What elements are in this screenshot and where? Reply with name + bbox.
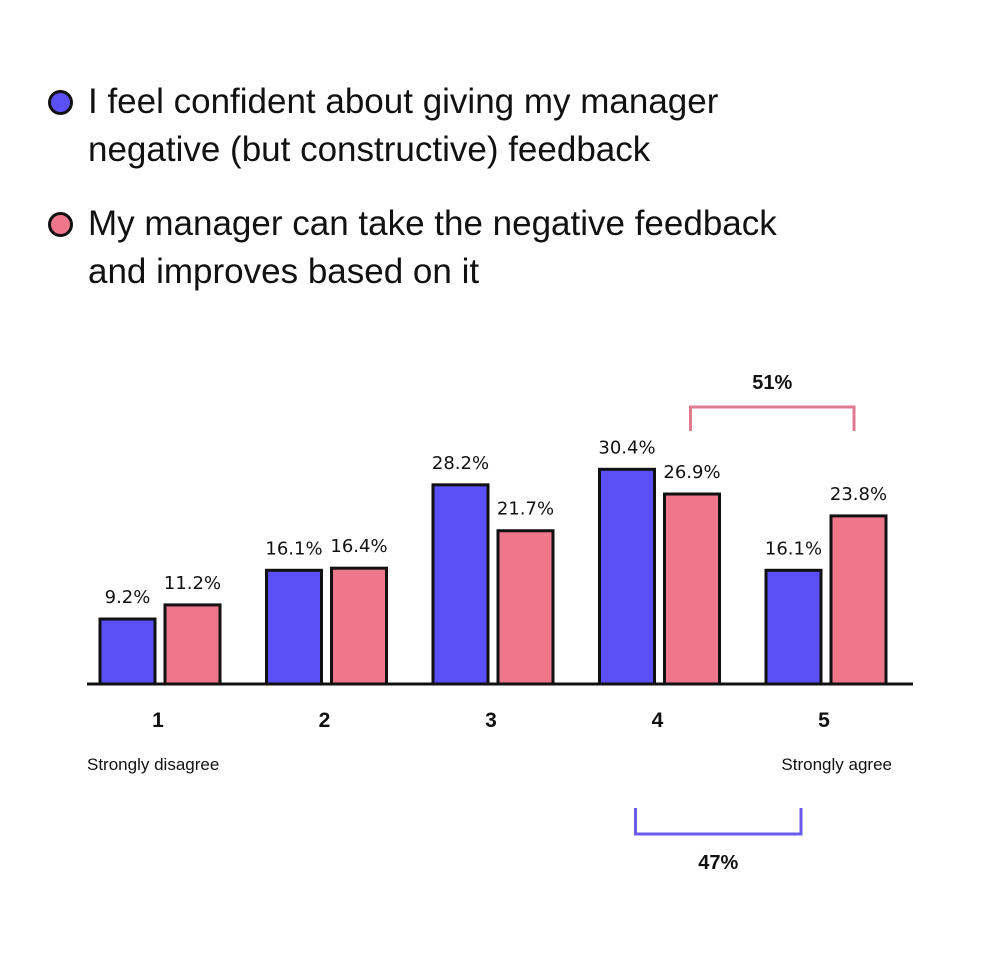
bar-s1-c3 — [431, 483, 490, 686]
bar-s1-c1 — [98, 617, 157, 686]
value-label: 9.2% — [105, 587, 151, 608]
bracket-bottom — [634, 808, 803, 836]
legend: I feel confident about giving my manager… — [48, 78, 948, 322]
value-label: 16.1% — [265, 538, 322, 559]
bar-s1-c4 — [598, 467, 656, 686]
bar-s2-c3 — [496, 529, 555, 686]
x-tick-label: 1 — [152, 709, 164, 732]
value-label: 30.4% — [598, 437, 655, 458]
bar-s2-c5 — [829, 514, 888, 686]
legend-dot-icon — [48, 90, 73, 115]
value-label: 23.8% — [830, 484, 887, 505]
bar-s2-c4 — [663, 492, 721, 686]
legend-label-confident: I feel confident about giving my manager… — [88, 82, 719, 169]
bar-s2-c2 — [330, 566, 388, 686]
bar-s2-c1 — [163, 603, 222, 686]
bar-s1-c2 — [265, 568, 323, 686]
legend-dot-icon — [48, 212, 73, 237]
value-label: 28.2% — [432, 453, 489, 474]
value-label: 16.1% — [765, 538, 822, 559]
x-tick-label: 3 — [485, 709, 497, 732]
value-label: 16.4% — [330, 536, 387, 557]
legend-item-confident: I feel confident about giving my manager… — [48, 78, 948, 174]
bracket-label: 51% — [752, 372, 792, 394]
bracket-label: 47% — [698, 852, 738, 874]
bar-s1-c5 — [764, 568, 823, 686]
value-label: 21.7% — [497, 499, 554, 520]
bracket-top — [689, 405, 856, 431]
value-label: 11.2% — [164, 573, 221, 594]
scale-label-high: Strongly agree — [781, 755, 892, 774]
legend-item-manager: My manager can take the negative feedbac… — [48, 200, 948, 296]
legend-label-manager: My manager can take the negative feedbac… — [88, 204, 777, 291]
x-tick-label: 2 — [319, 709, 331, 732]
x-tick-label: 4 — [652, 709, 664, 732]
value-label: 26.9% — [663, 462, 720, 483]
scale-label-low: Strongly disagree — [87, 755, 219, 774]
x-tick-label: 5 — [818, 709, 830, 732]
